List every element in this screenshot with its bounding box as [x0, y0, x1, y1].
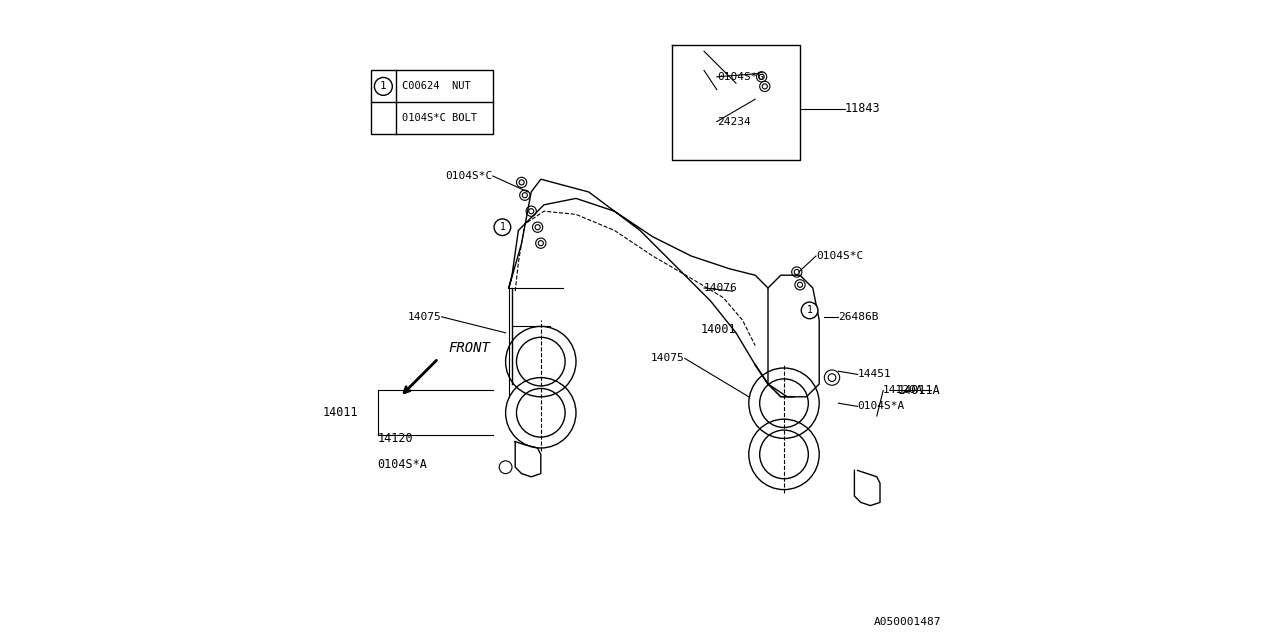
Text: 0104S*C: 0104S*C: [445, 171, 493, 181]
Text: 0104S*C BOLT: 0104S*C BOLT: [402, 113, 477, 123]
Text: 26486B: 26486B: [838, 312, 879, 322]
Text: 14076: 14076: [704, 283, 737, 293]
Bar: [371, 70, 493, 134]
Circle shape: [801, 302, 818, 319]
Text: A050001487: A050001487: [873, 617, 941, 627]
Text: 14120A: 14120A: [883, 385, 924, 396]
Text: 14120: 14120: [378, 432, 413, 445]
Text: 0104S*A: 0104S*A: [378, 458, 428, 470]
Text: 0104S*A: 0104S*A: [858, 401, 905, 412]
Text: 14451: 14451: [858, 369, 891, 380]
Text: 1: 1: [380, 81, 387, 92]
Text: 24234: 24234: [717, 116, 750, 127]
Text: 14001: 14001: [701, 323, 736, 336]
Text: C00624  NUT: C00624 NUT: [402, 81, 471, 91]
Text: 0104S*C: 0104S*C: [817, 251, 863, 261]
Text: 14011A: 14011A: [899, 384, 941, 397]
Circle shape: [494, 219, 511, 236]
Text: 14075: 14075: [408, 312, 442, 322]
Text: 1: 1: [499, 222, 506, 232]
Text: 11843: 11843: [845, 102, 881, 115]
Text: 14075: 14075: [652, 353, 685, 364]
Text: 0104S*G: 0104S*G: [717, 72, 764, 82]
Text: FRONT: FRONT: [448, 341, 490, 355]
Text: 1: 1: [806, 305, 813, 316]
Text: 14011: 14011: [323, 406, 358, 419]
Circle shape: [375, 77, 392, 95]
